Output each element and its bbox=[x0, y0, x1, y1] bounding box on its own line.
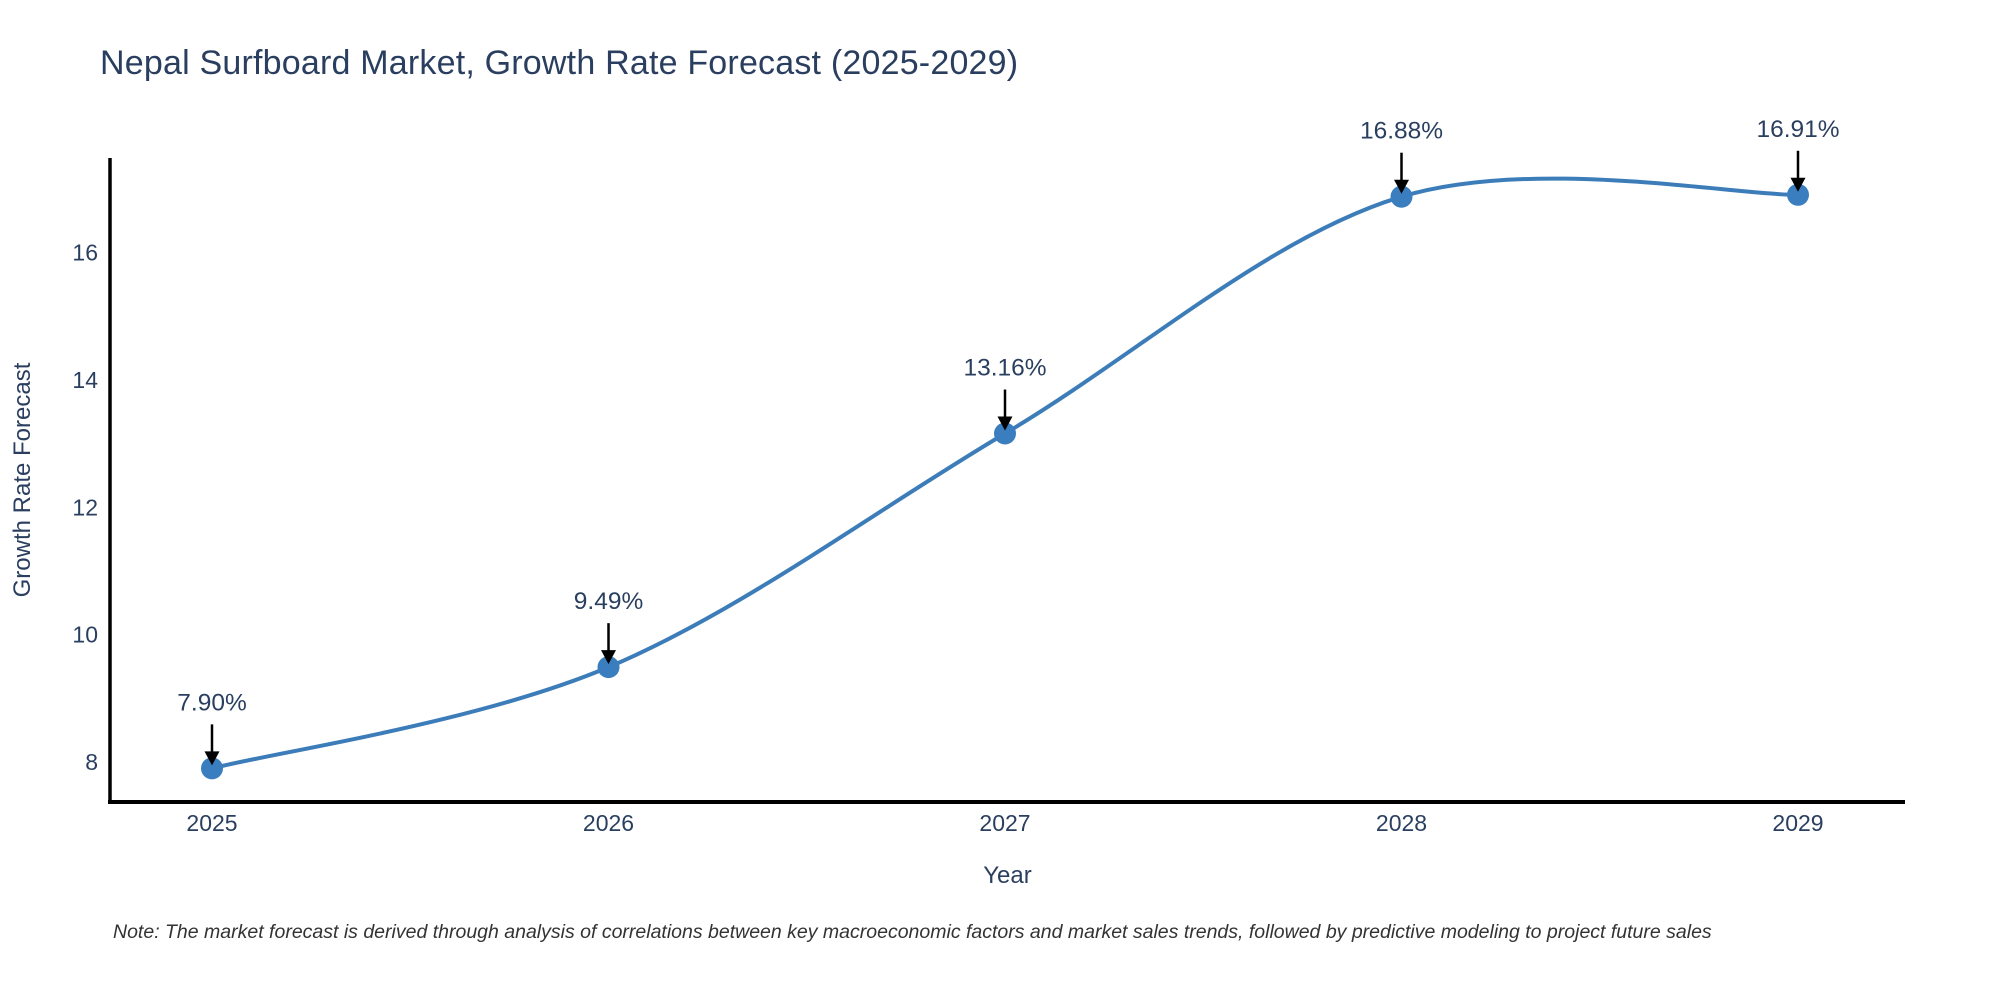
y-tick-label: 12 bbox=[72, 494, 98, 520]
y-tick-label: 14 bbox=[72, 367, 98, 393]
y-axis-title: Growth Rate Forecast bbox=[9, 362, 36, 597]
data-point-marker-2025[interactable] bbox=[201, 757, 223, 780]
annotation-arrow-head bbox=[1394, 179, 1409, 194]
x-tick-label: 2027 bbox=[979, 810, 1030, 836]
y-tick-label: 16 bbox=[72, 240, 98, 266]
y-tick-label: 8 bbox=[85, 749, 98, 775]
y-tick-label: 10 bbox=[72, 622, 98, 648]
annotation-arrow-head bbox=[601, 650, 616, 665]
annotation-arrow-head bbox=[997, 416, 1013, 431]
data-point-label: 16.88% bbox=[1360, 118, 1443, 145]
chart-footnote: Note: The market forecast is derived thr… bbox=[113, 921, 1712, 943]
x-tick-label: 2029 bbox=[1772, 810, 1823, 836]
x-tick-label: 2028 bbox=[1376, 810, 1427, 836]
data-point-marker-2027[interactable] bbox=[994, 422, 1016, 445]
data-point-marker-2026[interactable] bbox=[597, 656, 620, 679]
data-point-marker-2028[interactable] bbox=[1390, 185, 1413, 208]
x-axis-title: Year bbox=[983, 862, 1032, 889]
data-point-label: 16.91% bbox=[1756, 116, 1839, 143]
data-point-label: 7.90% bbox=[177, 689, 246, 716]
data-point-label: 13.16% bbox=[963, 355, 1046, 382]
x-tick-label: 2025 bbox=[186, 810, 237, 836]
annotation-arrow-head bbox=[1790, 177, 1806, 192]
trend-line bbox=[210, 176, 1800, 771]
data-point-label: 9.49% bbox=[574, 588, 643, 615]
x-tick-label: 2026 bbox=[583, 810, 634, 836]
chart-title: Nepal Surfboard Market, Growth Rate Fore… bbox=[100, 44, 1019, 82]
data-point-marker-2029[interactable] bbox=[1787, 183, 1809, 206]
annotation-arrow-head bbox=[204, 751, 220, 766]
